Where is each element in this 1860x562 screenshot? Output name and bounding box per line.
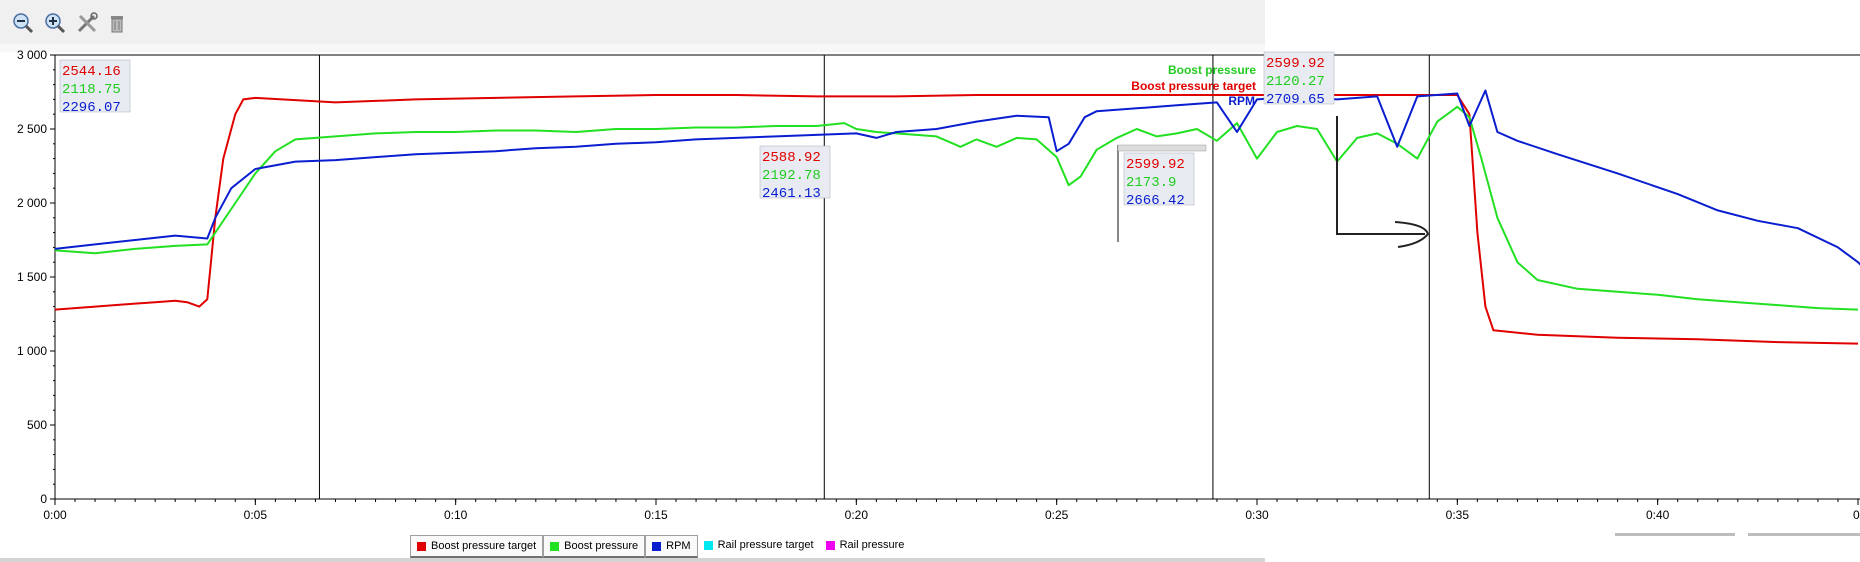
- inline-series-label: RPM: [1228, 94, 1255, 108]
- readout-value: 2173.9: [1126, 175, 1176, 191]
- scroll-indicator: [1748, 533, 1860, 536]
- x-tick-label: 0:05: [244, 508, 268, 522]
- x-tick-label: 0:10: [444, 508, 468, 522]
- x-tick-label: 0:: [1853, 508, 1860, 522]
- chart-legend: Boost pressure target Boost pressure RPM Ra…: [410, 535, 911, 558]
- y-tick-label: 1 500: [17, 270, 47, 284]
- x-tick-label: 0:15: [644, 508, 668, 522]
- scroll-indicator: [1615, 533, 1735, 536]
- toolbar-separator: [0, 44, 1265, 52]
- legend-item[interactable]: Boost pressure: [543, 535, 646, 558]
- legend-label: Rail pressure target: [717, 539, 814, 551]
- legend-label: RPM: [666, 540, 691, 552]
- readout-box: [59, 59, 131, 113]
- legend-item[interactable]: RPM: [645, 535, 698, 558]
- readout-value: 2599.92: [1266, 56, 1325, 72]
- series-line-rpm: [54, 89, 1860, 266]
- legend-item[interactable]: Boost pressure target: [410, 535, 544, 558]
- legend-swatch: [417, 541, 426, 551]
- readout-value: 2709.65: [1266, 92, 1325, 108]
- readout-frame: [1117, 144, 1207, 152]
- y-tick-label: 2 000: [17, 196, 47, 210]
- readout-value: 2120.27: [1266, 74, 1325, 90]
- y-tick-label: 0: [40, 492, 47, 506]
- legend-swatch: [703, 540, 713, 550]
- arrow-annotation: [1336, 116, 1425, 235]
- arrow-head-icon: [1394, 221, 1430, 248]
- x-tick-label: 0:35: [1446, 508, 1470, 522]
- y-tick-label: 1 000: [17, 344, 47, 358]
- legend-item[interactable]: Rail pressure target: [698, 535, 820, 555]
- readout-box: [759, 145, 831, 199]
- legend-label: Boost pressure: [564, 540, 639, 552]
- series-line-boost-pressure-target: [54, 94, 1859, 345]
- delete-icon[interactable]: [104, 10, 130, 36]
- legend-swatch: [652, 541, 662, 551]
- readout-box: [1123, 152, 1195, 206]
- readout-box: [1263, 51, 1335, 105]
- x-tick-label: 0:30: [1245, 508, 1269, 522]
- readout-value: 2192.78: [762, 168, 821, 184]
- status-bar: [0, 558, 1265, 562]
- x-tick-label: 0:00: [43, 508, 67, 522]
- y-tick-label: 2 500: [17, 122, 47, 136]
- inline-series-label: Boost pressure target: [1131, 79, 1256, 93]
- legend-label: Boost pressure target: [431, 540, 537, 552]
- y-tick-label: 500: [27, 418, 47, 432]
- legend-label: Rail pressure: [839, 539, 905, 551]
- zoom-in-icon[interactable]: [42, 10, 68, 36]
- readout-value: 2599.92: [1126, 157, 1185, 173]
- readout-value: 2666.42: [1126, 193, 1185, 209]
- legend-item[interactable]: Rail pressure: [820, 535, 911, 555]
- readout-value: 2544.16: [62, 64, 121, 80]
- inline-series-label: Boost pressure: [1168, 63, 1256, 77]
- x-tick-label: 0:20: [845, 508, 869, 522]
- readout-value: 2588.92: [762, 150, 821, 166]
- zoom-out-icon[interactable]: [10, 10, 36, 36]
- readout-value: 2118.75: [62, 82, 121, 98]
- legend-swatch: [550, 541, 560, 551]
- settings-tools-icon[interactable]: [74, 10, 100, 36]
- legend-swatch: [825, 540, 835, 550]
- y-tick-label: 3 000: [17, 48, 47, 62]
- line-chart[interactable]: 0 500 1 000 1 500 2 000 2 500 3 000 0:00 0:05 0:1…: [0, 44, 1860, 534]
- x-tick-label: 0:40: [1646, 508, 1670, 522]
- readout-value: 2296.07: [62, 100, 121, 116]
- readout-value: 2461.13: [762, 186, 821, 202]
- chart-toolbar: [0, 0, 1265, 45]
- series-line-boost-pressure: [54, 105, 1859, 311]
- x-tick-label: 0:25: [1045, 508, 1069, 522]
